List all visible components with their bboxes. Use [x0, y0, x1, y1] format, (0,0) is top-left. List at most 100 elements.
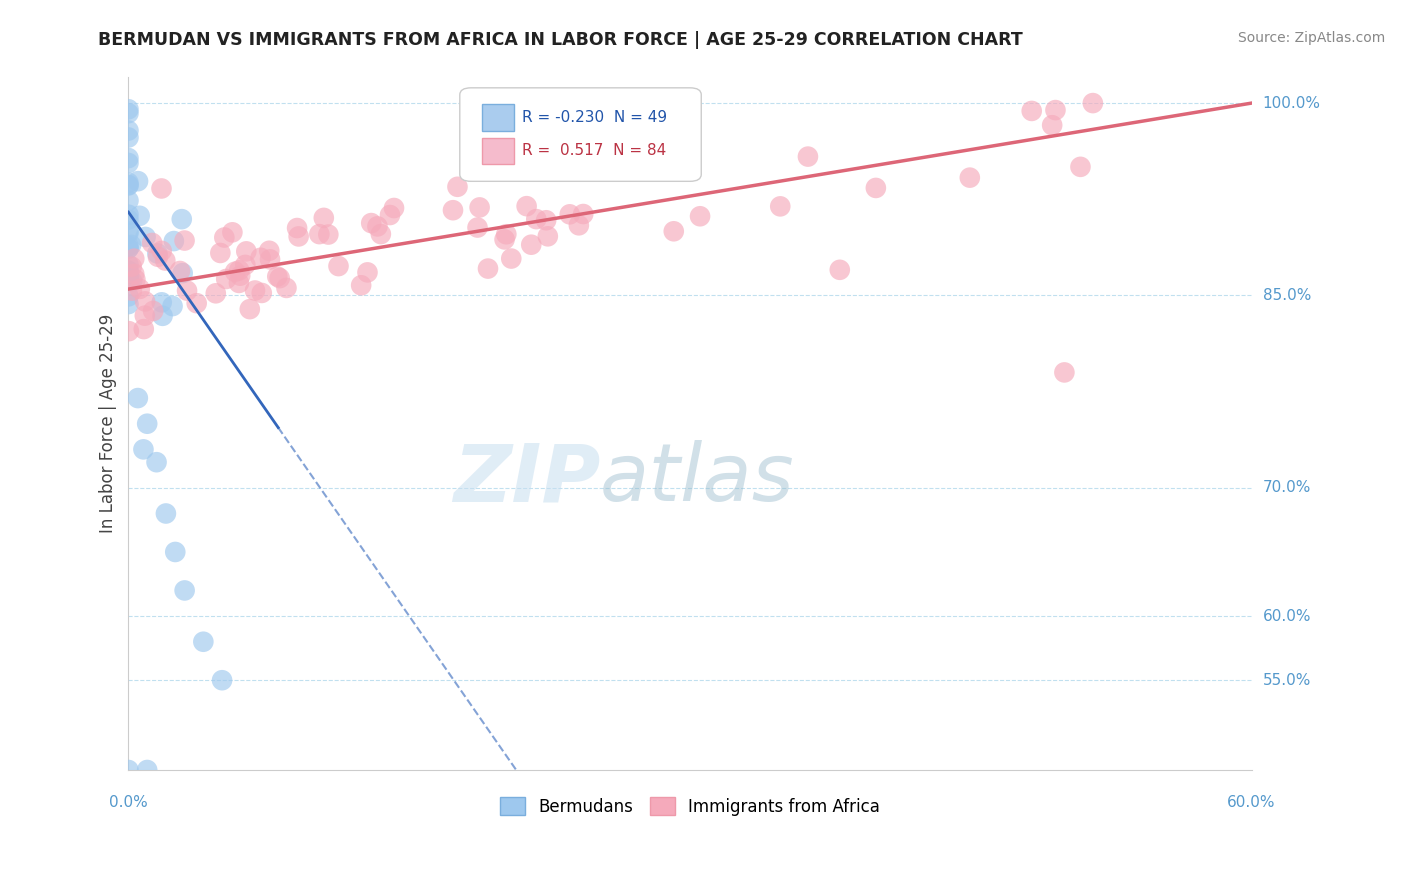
- Text: 0.0%: 0.0%: [110, 795, 148, 810]
- Point: [120, 238, 142, 252]
- Point: [145, 455, 167, 469]
- Text: R = -0.230  N = 49: R = -0.230 N = 49: [522, 110, 666, 125]
- Point: [150, 244, 173, 258]
- Point: [239, 302, 262, 317]
- Point: [524, 212, 547, 227]
- Point: [117, 273, 139, 287]
- FancyBboxPatch shape: [482, 104, 513, 131]
- Point: [117, 264, 139, 278]
- Point: [155, 253, 177, 268]
- Point: [534, 213, 557, 227]
- Point: [128, 282, 150, 296]
- Point: [266, 269, 288, 284]
- Point: [287, 229, 309, 244]
- Point: [142, 304, 165, 318]
- Point: [135, 230, 157, 244]
- Point: [229, 268, 252, 283]
- Point: [366, 219, 388, 234]
- Point: [797, 150, 820, 164]
- Point: [117, 212, 139, 227]
- Text: R =  0.517  N = 84: R = 0.517 N = 84: [522, 144, 666, 159]
- Point: [117, 297, 139, 311]
- Point: [350, 278, 373, 293]
- Legend: Bermudans, Immigrants from Africa: Bermudans, Immigrants from Africa: [492, 789, 889, 824]
- Point: [441, 203, 464, 218]
- Point: [1069, 160, 1091, 174]
- Point: [165, 545, 187, 559]
- Point: [132, 322, 155, 336]
- Point: [828, 262, 851, 277]
- Point: [572, 207, 595, 221]
- Point: [121, 284, 143, 298]
- Point: [269, 271, 291, 285]
- Text: 60.0%: 60.0%: [1227, 795, 1275, 810]
- Point: [172, 266, 194, 280]
- Point: [117, 263, 139, 277]
- Point: [370, 227, 392, 241]
- Point: [250, 285, 273, 300]
- Point: [228, 276, 250, 290]
- Point: [243, 284, 266, 298]
- Point: [150, 295, 173, 310]
- Point: [328, 259, 350, 273]
- Point: [228, 263, 250, 277]
- Point: [494, 232, 516, 246]
- Point: [117, 176, 139, 190]
- Text: 70.0%: 70.0%: [1263, 481, 1310, 495]
- Point: [356, 265, 378, 279]
- Point: [276, 281, 298, 295]
- FancyBboxPatch shape: [460, 87, 702, 181]
- Point: [285, 221, 308, 235]
- Point: [141, 235, 163, 250]
- Point: [146, 246, 169, 260]
- Point: [117, 194, 139, 208]
- Point: [360, 216, 382, 230]
- Point: [122, 252, 145, 266]
- Point: [176, 284, 198, 298]
- Point: [516, 199, 538, 213]
- Point: [308, 227, 330, 241]
- Text: 55.0%: 55.0%: [1263, 673, 1310, 688]
- Point: [1021, 103, 1043, 118]
- Point: [117, 269, 139, 284]
- Point: [117, 258, 139, 272]
- Point: [211, 673, 233, 688]
- Point: [117, 123, 139, 137]
- Point: [1045, 103, 1067, 117]
- Point: [117, 226, 139, 240]
- Point: [173, 583, 195, 598]
- Point: [520, 237, 543, 252]
- Point: [477, 261, 499, 276]
- Point: [193, 634, 215, 648]
- Point: [259, 252, 281, 267]
- Point: [134, 309, 156, 323]
- Point: [117, 102, 139, 116]
- Point: [124, 272, 146, 286]
- Point: [117, 239, 139, 253]
- Point: [132, 442, 155, 457]
- Point: [221, 225, 243, 239]
- Point: [155, 507, 177, 521]
- Point: [122, 267, 145, 281]
- Point: [1040, 118, 1063, 132]
- Point: [568, 219, 591, 233]
- Text: 100.0%: 100.0%: [1263, 95, 1320, 111]
- Point: [235, 244, 257, 259]
- Point: [865, 181, 887, 195]
- Point: [117, 106, 139, 120]
- Point: [117, 151, 139, 165]
- Text: atlas: atlas: [600, 440, 794, 518]
- Y-axis label: In Labor Force | Age 25-29: In Labor Force | Age 25-29: [100, 314, 117, 533]
- Point: [204, 286, 226, 301]
- Point: [382, 201, 405, 215]
- Point: [259, 244, 281, 258]
- Point: [249, 251, 271, 265]
- Text: Source: ZipAtlas.com: Source: ZipAtlas.com: [1237, 31, 1385, 45]
- Point: [136, 763, 159, 777]
- Point: [170, 212, 193, 227]
- Point: [127, 174, 149, 188]
- Point: [121, 274, 143, 288]
- Point: [501, 252, 523, 266]
- Point: [446, 179, 468, 194]
- Point: [495, 227, 517, 242]
